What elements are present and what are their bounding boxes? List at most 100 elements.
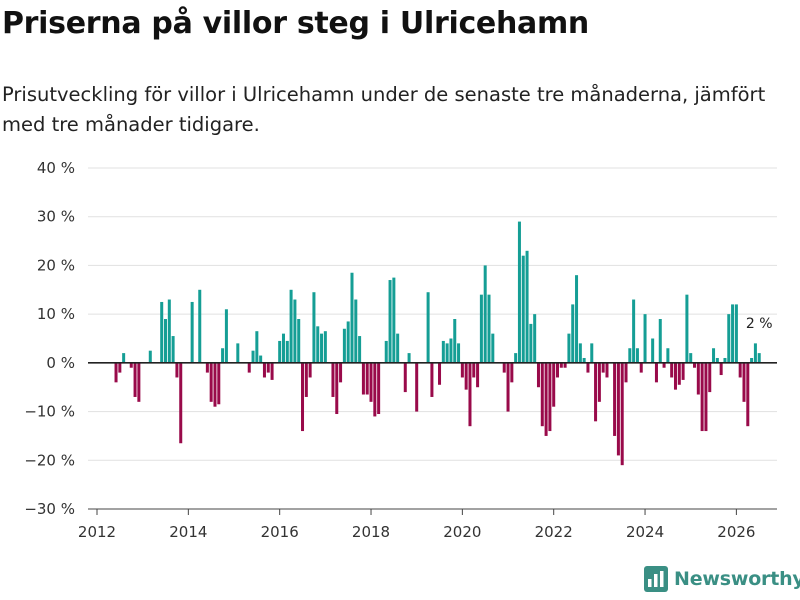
bar <box>179 362 183 444</box>
bar <box>255 331 259 363</box>
bar <box>715 357 719 363</box>
bar <box>350 272 354 363</box>
bar <box>358 336 362 363</box>
bar <box>594 362 598 422</box>
x-axis-ticks: 2012 2014 2016 2018 2020 2022 2024 2026 <box>78 508 777 541</box>
bars <box>114 221 761 466</box>
bar <box>651 338 655 363</box>
bar <box>129 362 133 368</box>
bar <box>441 340 445 363</box>
y-tick-label: −10 % <box>24 403 75 421</box>
bar <box>643 314 647 363</box>
bar <box>533 314 537 363</box>
bar <box>453 319 457 363</box>
bar <box>137 362 141 402</box>
bar <box>723 357 727 363</box>
bar <box>392 277 396 363</box>
x-tick-label: 2012 <box>78 523 116 541</box>
bar <box>304 362 308 397</box>
bar <box>236 343 240 363</box>
bar <box>198 289 202 363</box>
bar <box>719 362 723 376</box>
bar <box>297 319 301 363</box>
bar <box>479 294 483 363</box>
bar <box>167 299 171 363</box>
bar <box>407 353 411 363</box>
x-tick-label: 2024 <box>626 523 664 541</box>
bar <box>578 343 582 363</box>
y-axis-ticks: 40 % 30 % 20 % 10 % 0 % −10 % −20 % −30 % <box>24 159 75 518</box>
bar <box>133 362 137 397</box>
bar <box>175 362 179 378</box>
bar <box>289 289 293 363</box>
bar <box>476 362 480 388</box>
bar <box>270 362 274 380</box>
page-title: Priserna på villor steg i Ulricehamn <box>2 6 589 41</box>
bar <box>262 362 266 378</box>
bar <box>430 362 434 397</box>
page-subtitle: Prisutveckling för villor i Ulricehamn u… <box>2 83 766 136</box>
x-tick-label: 2016 <box>261 523 299 541</box>
bar <box>190 301 194 363</box>
bar <box>122 353 126 363</box>
y-tick-label: 20 % <box>37 256 75 274</box>
bar <box>224 309 228 363</box>
bar <box>369 362 373 402</box>
bar <box>613 362 617 436</box>
bar <box>361 362 365 395</box>
bar <box>312 292 316 363</box>
bar <box>704 362 708 432</box>
bar <box>525 250 529 363</box>
bar <box>731 304 735 363</box>
bar <box>377 362 381 415</box>
bar <box>601 362 605 373</box>
bar <box>259 355 263 363</box>
bar <box>586 362 590 373</box>
bar <box>301 362 305 432</box>
bar <box>544 362 548 436</box>
bar <box>700 362 704 432</box>
bar <box>605 362 609 378</box>
bar <box>403 362 407 393</box>
y-tick-label: 10 % <box>37 305 75 323</box>
bar <box>582 357 586 363</box>
bar <box>457 343 461 363</box>
x-tick-label: 2026 <box>717 523 755 541</box>
bar <box>251 350 255 363</box>
bar <box>438 362 442 385</box>
bar <box>548 362 552 432</box>
bar <box>742 362 746 402</box>
bar <box>221 348 225 363</box>
bar <box>708 362 712 393</box>
bar <box>209 362 213 402</box>
bar <box>750 357 754 363</box>
bar <box>662 362 666 368</box>
bar <box>118 362 122 373</box>
bar <box>388 280 392 363</box>
bar <box>696 362 700 395</box>
bar <box>753 343 757 363</box>
bar <box>396 333 400 363</box>
y-tick-label: 30 % <box>37 208 75 226</box>
bar <box>160 301 164 363</box>
bar <box>449 338 453 363</box>
latest-value-label: 2 % <box>746 316 773 332</box>
bar <box>590 343 594 363</box>
bar <box>529 323 533 363</box>
bar <box>213 362 217 407</box>
bar <box>266 362 270 373</box>
bar <box>415 362 419 412</box>
bar <box>217 362 221 405</box>
bar <box>316 326 320 363</box>
bar <box>567 333 571 363</box>
bar <box>563 362 567 368</box>
bar <box>685 294 689 363</box>
bar <box>517 221 521 363</box>
bar <box>323 331 327 363</box>
bar <box>514 353 518 363</box>
bar <box>654 362 658 383</box>
bar <box>342 328 346 363</box>
bar <box>384 340 388 363</box>
bar <box>552 362 556 407</box>
bar <box>693 362 697 368</box>
